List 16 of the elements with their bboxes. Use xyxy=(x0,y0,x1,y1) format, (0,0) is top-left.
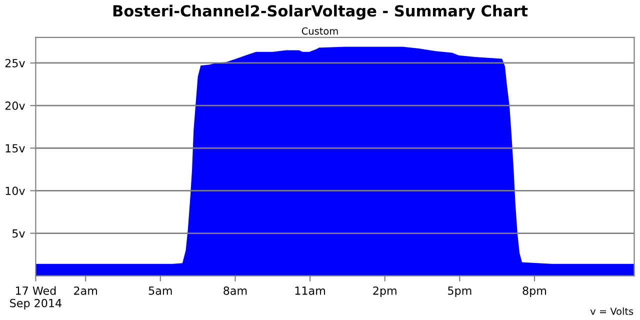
x-tick-label: 5pm xyxy=(448,286,472,298)
x-tick-label: 2am xyxy=(74,286,97,295)
x-tick-label: 11am xyxy=(295,286,325,295)
x-tick-label: 5am xyxy=(148,286,172,295)
chart-subtitle: Custom xyxy=(302,27,338,35)
x-tick-label: 17 Wed Sep 2014 xyxy=(10,286,62,310)
y-tick-label: 20v xyxy=(5,102,25,110)
chart-title: Bosteri-Channel2-SolarVoltage - Summary Chart xyxy=(113,4,528,20)
x-tick-label: 2pm xyxy=(373,286,396,298)
x-tick-label: 8am xyxy=(224,286,247,295)
text: v = Volts xyxy=(590,307,634,315)
y-tick-label: 15v xyxy=(6,144,25,153)
y-tick-label: 25v xyxy=(5,58,25,68)
y-tick-label: 10v xyxy=(6,186,25,196)
y-tick-label: 5v xyxy=(12,229,25,238)
x-tick-label: 8pm xyxy=(522,286,546,298)
